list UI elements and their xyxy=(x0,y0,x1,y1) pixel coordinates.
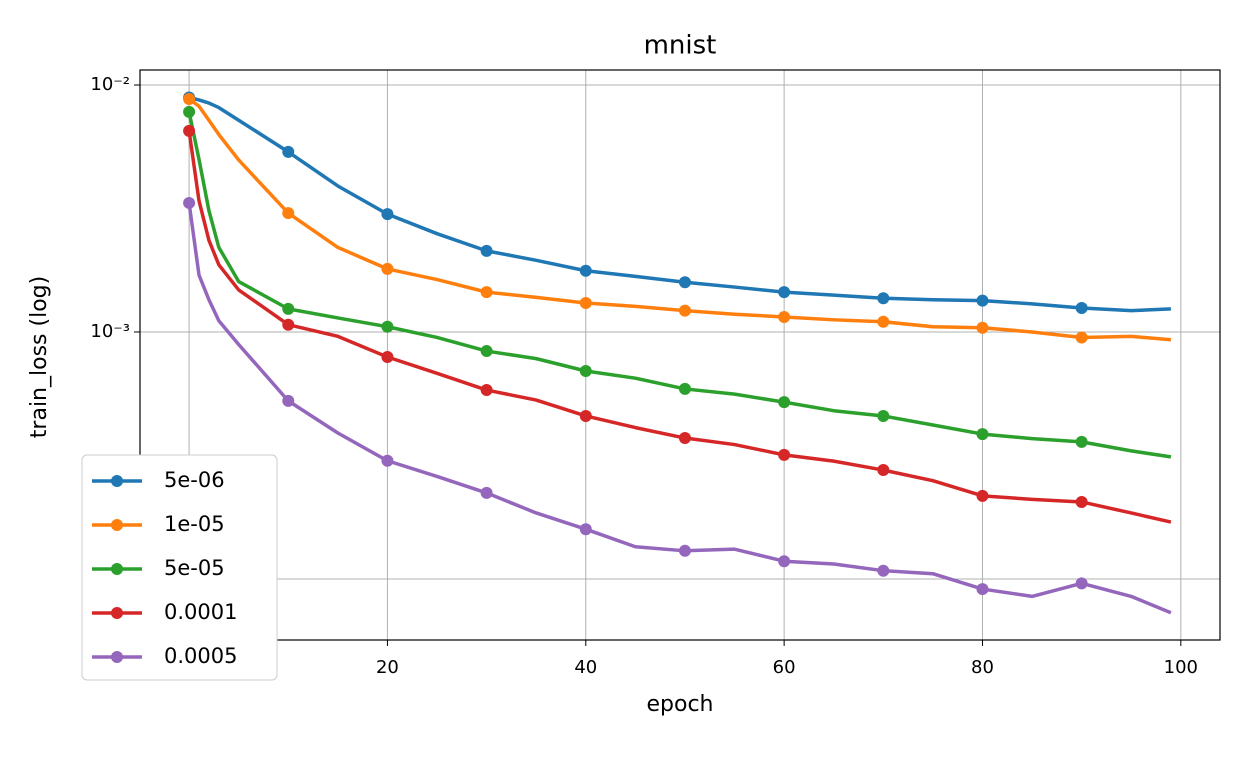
legend-label: 5e-05 xyxy=(164,556,225,580)
legend-box xyxy=(81,454,278,681)
legend-marker xyxy=(111,475,123,487)
data-point xyxy=(282,207,295,220)
y-tick-label: 10⁻² xyxy=(90,74,130,95)
legend-label: 5e-06 xyxy=(164,468,225,492)
series-line xyxy=(187,130,1172,524)
data-point xyxy=(183,92,196,105)
data-point xyxy=(678,432,691,445)
data-point xyxy=(480,286,493,299)
data-point xyxy=(183,196,196,209)
data-point xyxy=(183,124,196,137)
series-line xyxy=(188,97,1172,342)
data-point xyxy=(778,396,791,409)
series-line xyxy=(188,95,1171,313)
data-point xyxy=(381,454,394,467)
data-point xyxy=(877,315,890,328)
data-point xyxy=(778,310,791,323)
series-line xyxy=(187,111,1172,459)
data-point xyxy=(381,208,394,221)
data-point xyxy=(1075,435,1088,448)
data-point xyxy=(678,544,691,557)
x-tick-label: 100 xyxy=(1164,657,1198,678)
data-point xyxy=(480,384,493,397)
x-axis-label: epoch xyxy=(647,692,714,717)
legend: 5e-06 1e-05 5e-05 0.0001 0.0005 xyxy=(81,454,278,681)
data-point xyxy=(579,364,592,377)
data-point xyxy=(976,489,989,502)
plot-frame xyxy=(139,69,1221,641)
data-point xyxy=(678,382,691,395)
data-point xyxy=(678,304,691,317)
data-point xyxy=(1075,331,1088,344)
data-point xyxy=(579,523,592,536)
y-axis-label: train_loss (log) xyxy=(27,276,52,438)
legend-marker xyxy=(111,519,123,531)
data-point xyxy=(1075,577,1088,590)
legend-label: 1e-05 xyxy=(164,512,225,536)
legend-marker xyxy=(111,651,123,663)
x-tick-label: 80 xyxy=(971,657,994,678)
chart-title: mnist xyxy=(644,31,717,61)
legend-marker xyxy=(111,607,123,619)
data-point xyxy=(877,564,890,577)
data-point xyxy=(1075,495,1088,508)
data-point xyxy=(480,244,493,257)
data-point xyxy=(976,428,989,441)
data-point xyxy=(778,286,791,299)
data-point xyxy=(579,297,592,310)
data-point xyxy=(778,448,791,461)
data-point xyxy=(282,394,295,407)
data-point xyxy=(778,555,791,568)
data-point xyxy=(282,302,295,315)
data-point xyxy=(976,294,989,307)
data-point xyxy=(480,345,493,358)
data-point xyxy=(976,583,989,596)
data-point xyxy=(282,318,295,331)
series-line xyxy=(187,202,1172,615)
data-point xyxy=(1075,302,1088,315)
x-tick-label: 40 xyxy=(574,657,597,678)
data-point xyxy=(579,264,592,277)
data-point xyxy=(976,321,989,334)
y-tick-label: 10⁻³ xyxy=(90,321,130,342)
data-point xyxy=(877,409,890,422)
data-point xyxy=(579,409,592,422)
x-tick-label: 20 xyxy=(376,657,399,678)
data-point xyxy=(877,464,890,477)
data-point xyxy=(381,320,394,333)
data-point xyxy=(480,486,493,499)
legend-label: 0.0001 xyxy=(164,600,237,624)
legend-label: 0.0005 xyxy=(164,644,237,668)
data-point xyxy=(381,262,394,275)
x-tick-label: 60 xyxy=(773,657,796,678)
data-point xyxy=(678,276,691,289)
legend-marker xyxy=(111,563,123,575)
data-point xyxy=(183,105,196,118)
data-point xyxy=(381,350,394,363)
data-point xyxy=(282,145,295,158)
data-point xyxy=(877,292,890,305)
